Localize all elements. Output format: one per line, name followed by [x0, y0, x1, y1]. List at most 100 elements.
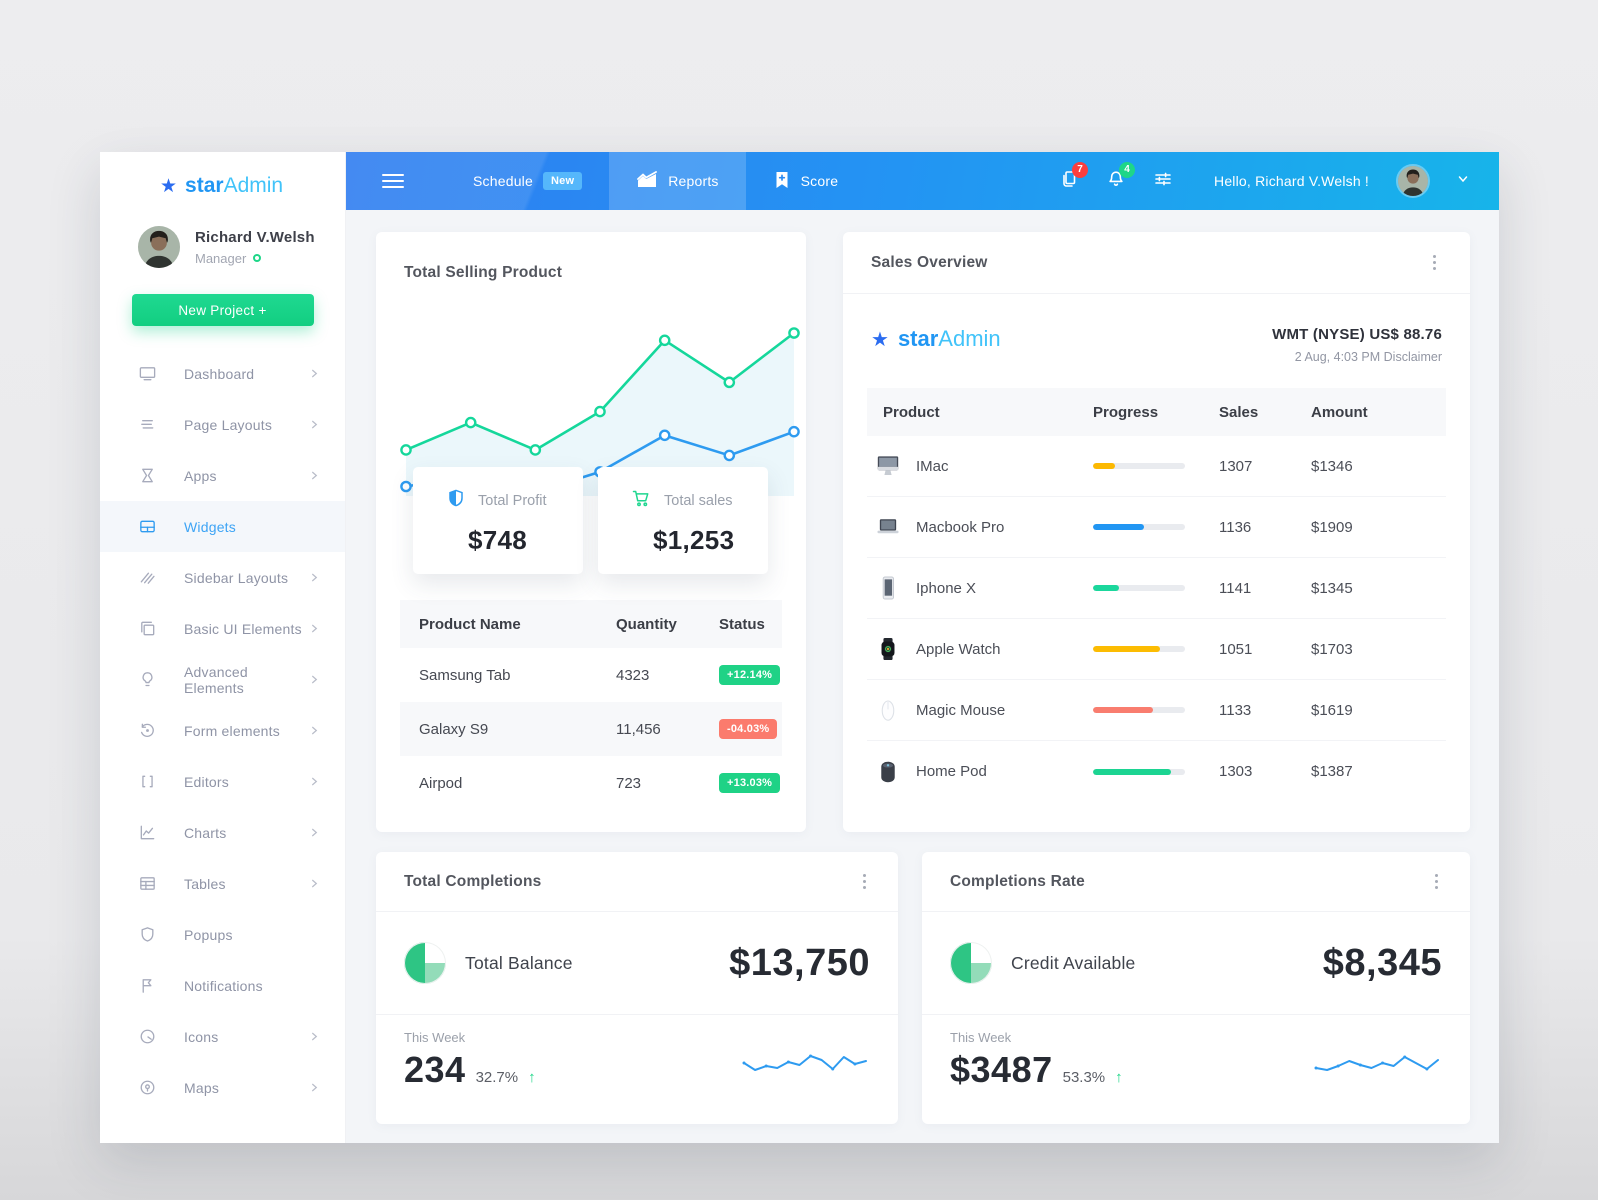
- kebab-menu-icon[interactable]: [1431, 870, 1442, 893]
- trend-up-icon: ↑: [528, 1069, 536, 1086]
- chevron-right-icon: [310, 879, 319, 888]
- homepod-image: [875, 759, 901, 785]
- new-project-button[interactable]: New Project +: [131, 294, 314, 326]
- navbar-avatar[interactable]: [1396, 164, 1430, 198]
- sidebar-item-apps[interactable]: Apps: [100, 450, 345, 501]
- avatar[interactable]: [138, 226, 180, 268]
- chevron-right-icon: [310, 1032, 319, 1041]
- quantity: 4323: [616, 666, 650, 684]
- chevron-right-icon: [310, 420, 319, 429]
- sidebar-item-label: Apps: [184, 467, 217, 484]
- imac-image: [875, 453, 901, 479]
- credit-value: $8,345: [1322, 941, 1442, 984]
- selling-products-table: Product Name Quantity Status Samsung Tab…: [400, 600, 782, 810]
- chevron-right-icon: [310, 828, 319, 837]
- table-header: Product Name Quantity Status: [400, 600, 782, 648]
- sidebar: ★ starAdmin Richard V.Welsh Manager New …: [100, 152, 346, 1143]
- progress-bar: [1093, 585, 1185, 591]
- chevron-down-icon[interactable]: [1457, 172, 1469, 190]
- chevron-right-icon: [310, 369, 319, 378]
- product-name: Galaxy S9: [419, 720, 489, 738]
- staradmin-logo: ★ starAdmin: [871, 326, 1001, 351]
- sparkline-chart: [1314, 1055, 1439, 1071]
- sidebar-item-charts[interactable]: Charts: [100, 807, 345, 858]
- sales-value: 1141: [1219, 579, 1252, 597]
- chart-icon: [138, 823, 157, 842]
- sidebar-item-maps[interactable]: Maps: [100, 1062, 345, 1113]
- sidebar-item-label: Page Layouts: [184, 416, 273, 433]
- sidebar-item-label: Editors: [184, 773, 229, 790]
- reports-chart-icon: [636, 170, 658, 192]
- week-label: This Week: [404, 1030, 466, 1045]
- layouts-icon: [138, 415, 157, 434]
- sidebar-item-label: Icons: [184, 1028, 219, 1045]
- brand-logo: ★ starAdmin: [100, 152, 345, 198]
- sidebar-item-tables[interactable]: Tables: [100, 858, 345, 909]
- sidebar-item-editors[interactable]: Editors: [100, 756, 345, 807]
- notifications-bell-icon[interactable]: 4: [1106, 161, 1136, 194]
- sidebar-item-sidebar-layouts[interactable]: Sidebar Layouts: [100, 552, 345, 603]
- card-title: Total Selling Product: [404, 264, 563, 281]
- product-name: Macbook Pro: [916, 518, 1005, 536]
- sidebar-item-advanced-elements[interactable]: Advanced Elements: [100, 654, 345, 705]
- sidebar-item-label: Charts: [184, 824, 227, 841]
- tab-schedule[interactable]: Schedule New: [446, 152, 609, 210]
- mouse-image: [875, 697, 901, 723]
- sidebar-item-label: Form elements: [184, 722, 280, 739]
- watch-image: [875, 636, 901, 662]
- sidebar-item-form-elements[interactable]: Form elements: [100, 705, 345, 756]
- product-name: Apple Watch: [916, 640, 1001, 658]
- sidebar-item-label: Advanced Elements: [184, 663, 248, 696]
- product-name: Home Pod: [916, 763, 987, 780]
- week-change: 53.3%: [1062, 1069, 1106, 1086]
- product-name: Magic Mouse: [916, 701, 1006, 719]
- total-profit-value: $748: [468, 525, 528, 555]
- documents-icon[interactable]: 7: [1059, 161, 1089, 194]
- hamburger-menu-icon[interactable]: [382, 152, 404, 210]
- hatch-icon: [138, 568, 157, 587]
- shield-icon: [446, 488, 466, 513]
- total-sales-value: $1,253: [653, 525, 735, 555]
- table-row: Apple Watch 1051 $1703: [867, 619, 1446, 680]
- kebab-menu-icon[interactable]: [859, 870, 870, 893]
- kebab-menu-icon[interactable]: [1429, 251, 1440, 274]
- table-row: Samsung Tab 4323 +12.14%: [400, 648, 782, 702]
- sidebar-item-basic-ui-elements[interactable]: Basic UI Elements: [100, 603, 345, 654]
- card-title: Completions Rate: [950, 872, 1085, 890]
- sidebar-item-page-layouts[interactable]: Page Layouts: [100, 399, 345, 450]
- status-badge: +12.14%: [719, 665, 781, 685]
- brand-text-bold: star: [185, 174, 224, 197]
- sidebar-item-notifications[interactable]: Notifications: [100, 960, 345, 1011]
- brackets-icon: [138, 772, 157, 791]
- sidebar-item-dashboard[interactable]: Dashboard: [100, 348, 345, 399]
- tab-reports[interactable]: Reports: [609, 152, 746, 210]
- sales-value: 1136: [1219, 518, 1252, 536]
- settings-sliders-icon[interactable]: [1153, 169, 1173, 194]
- widgets-icon: [138, 517, 157, 536]
- sales-value: 1051: [1219, 640, 1253, 658]
- trend-up-icon: ↑: [1115, 1069, 1123, 1086]
- tab-score[interactable]: Score: [746, 152, 866, 210]
- online-status-icon: [253, 254, 262, 262]
- main-content: Total Selling Product Total Profit $748 …: [346, 210, 1499, 1143]
- sidebar-item-widgets[interactable]: Widgets: [100, 501, 345, 552]
- sidebar-item-label: Widgets: [184, 518, 236, 535]
- chevron-right-icon: [310, 1083, 319, 1092]
- sidebar-item-popups[interactable]: Popups: [100, 909, 345, 960]
- top-navbar: Schedule New Reports Score 7 4 Hello, Ri…: [346, 152, 1499, 210]
- quote-timestamp: 2 Aug, 4:03 PM Disclaimer: [1294, 350, 1442, 364]
- table-icon: [138, 874, 157, 893]
- table-row: Macbook Pro 1136 $1909: [867, 497, 1446, 558]
- progress-bar: [1093, 463, 1185, 469]
- star-icon: ★: [160, 175, 178, 197]
- copy-icon: [138, 619, 157, 638]
- balance-value: $13,750: [729, 941, 870, 984]
- user-role: Manager: [195, 251, 315, 266]
- score-bookmark-icon: [773, 170, 791, 193]
- sparkline-chart: [742, 1054, 867, 1071]
- history-icon: [138, 721, 157, 740]
- sidebar-item-icons[interactable]: Icons: [100, 1011, 345, 1062]
- stock-quote: WMT (NYSE) US$ 88.76: [1272, 326, 1442, 343]
- disc-icon: [138, 1027, 157, 1046]
- progress-bar: [1093, 707, 1185, 713]
